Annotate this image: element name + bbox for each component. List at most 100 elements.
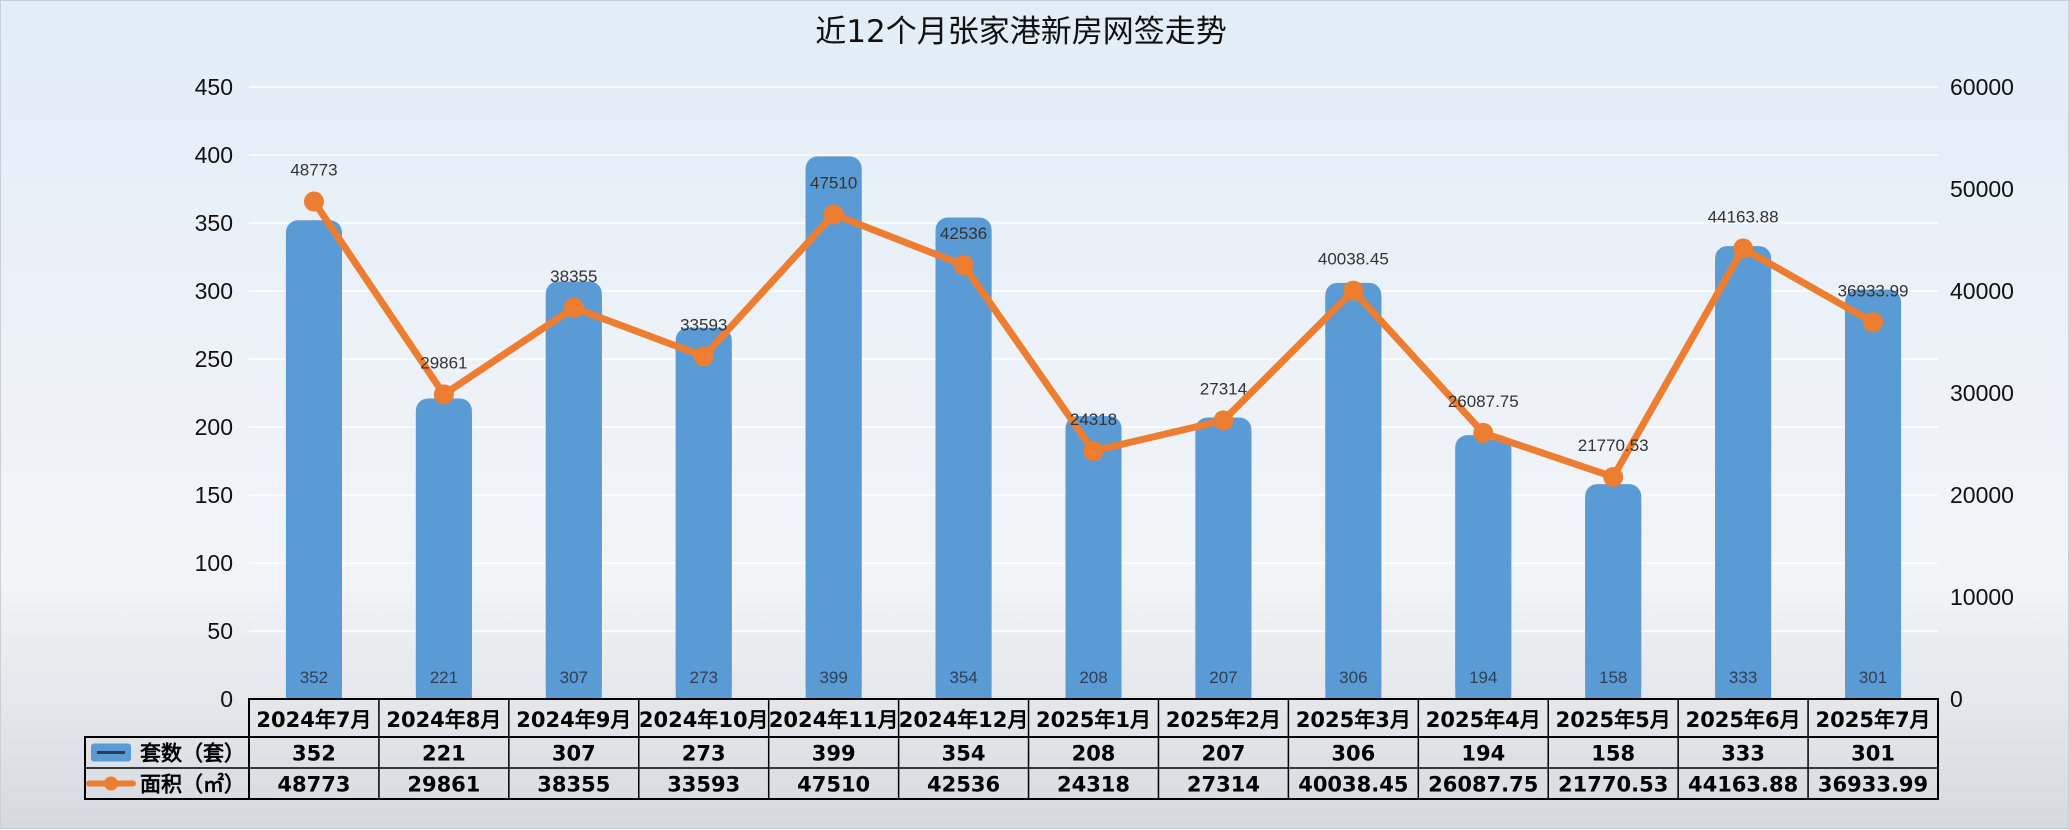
bar-value-label: 354 [949,668,977,687]
left-axis-tick-label: 0 [220,686,233,712]
table-category-header: 2025年4月 [1426,708,1541,732]
table-category-header: 2025年2月 [1166,708,1281,732]
line-point [1473,422,1494,443]
table-category-header: 2024年9月 [516,708,631,732]
bar-value-label: 208 [1079,668,1107,687]
left-axis-tick-label: 450 [195,74,233,100]
line-value-label: 33593 [680,315,727,334]
table-value-cell: 36933.99 [1818,773,1928,797]
right-axis-tick-label: 0 [1950,686,1963,712]
line-value-label: 44163.88 [1708,208,1779,227]
table-value-cell: 333 [1721,742,1765,766]
table-value-cell: 29861 [407,773,480,797]
line-point [303,191,324,212]
line-value-label: 21770.53 [1578,436,1649,455]
bar-base [1845,303,1902,699]
left-axis-tick-label: 350 [195,210,233,236]
table-category-header: 2025年3月 [1296,708,1411,732]
bar-value-label: 194 [1469,668,1497,687]
table-value-cell: 47510 [797,773,870,797]
line-point [433,384,454,405]
table-value-cell: 354 [942,742,986,766]
table-value-cell: 33593 [667,773,740,797]
table-value-cell: 38355 [537,773,610,797]
line-value-label: 24318 [1070,410,1117,429]
legend-series-name: 面积（㎡） [140,773,245,797]
table-category-header: 2024年10月 [639,708,769,732]
bar-value-label: 306 [1339,668,1367,687]
line-point [1343,280,1364,301]
bar-base [805,170,862,700]
left-axis-tick-label: 150 [195,482,233,508]
table-value-cell: 352 [292,742,336,766]
line-point [693,346,714,367]
line-point [823,204,844,225]
table-value-cell: 42536 [927,773,1000,797]
legend-series-name: 套数（套） [140,742,245,766]
table-value-cell: 301 [1851,742,1895,766]
table-value-cell: 26087.75 [1428,773,1538,797]
line-value-label: 42536 [940,224,987,243]
gridlines [249,86,1938,632]
line-point [563,297,584,318]
left-y-axis: 0 50 100 150 200 250 300 350 400 450 [195,74,233,712]
bar-series: 352 221 307 273 399 354 208 207 306 194 158 333 301 [285,156,1902,700]
right-axis-tick-label: 50000 [1950,176,2014,202]
line-point [1863,312,1884,333]
right-axis-tick-label: 60000 [1950,74,2014,100]
table-value-cell: 306 [1331,742,1375,766]
line-value-label: 29861 [420,353,467,372]
left-axis-tick-label: 400 [195,142,233,168]
bar-value-label: 207 [1209,668,1237,687]
right-axis-tick-label: 40000 [1950,278,2014,304]
bar-base [675,341,732,699]
data-table: 2024年7月 2024年8月 2024年9月 2024年10月 2024年11月 202… [84,698,1939,800]
table-category-header: 2024年12月 [899,708,1029,732]
table-category-header: 2025年1月 [1036,708,1151,732]
bar-value-label: 333 [1729,668,1757,687]
table-value-cell: 158 [1591,742,1635,766]
line-series: 48773 29861 38355 33593 47510 42536 24318 27314… [290,161,1908,487]
table-category-header: 2025年5月 [1556,708,1671,732]
legend-line-marker [104,776,118,791]
table-value-cell: 48773 [277,773,350,797]
table-value-cell: 273 [682,742,726,766]
left-axis-tick-label: 250 [195,346,233,372]
table-value-cell: 44163.88 [1688,773,1798,797]
line-value-label: 36933.99 [1838,281,1909,300]
bar-value-label: 301 [1859,668,1887,687]
bar-base [1455,449,1512,699]
table-value-cell: 24318 [1057,773,1130,797]
table-value-cell: 399 [812,742,856,766]
right-axis-tick-label: 30000 [1950,380,2014,406]
table-value-cell: 21770.53 [1558,773,1668,797]
bar-base [285,234,342,699]
line-point [1213,410,1234,431]
table-value-cell: 27314 [1187,773,1260,797]
table-value-cell: 221 [422,742,466,766]
line-value-label: 27314 [1200,379,1247,398]
bar-base [415,412,472,699]
bar-base [1585,498,1642,699]
left-axis-tick-label: 50 [207,618,233,644]
right-y-axis: 0 10000 20000 30000 40000 50000 60000 [1950,74,2014,712]
table-value-cell: 307 [552,742,596,766]
table-category-header: 2025年7月 [1816,708,1931,732]
table-category-header: 2024年7月 [256,708,371,732]
line-point [1733,238,1754,259]
right-axis-tick-label: 20000 [1950,482,2014,508]
right-axis-tick-label: 10000 [1950,584,2014,610]
table-category-header: 2025年6月 [1686,708,1801,732]
line-point [953,255,974,276]
left-axis-tick-label: 300 [195,278,233,304]
line-value-label: 40038.45 [1318,250,1389,269]
line-value-label: 26087.75 [1448,392,1519,411]
bar-value-label: 221 [430,668,458,687]
bar-base [1065,430,1122,699]
bar-base [1715,260,1772,699]
line-point [1083,440,1104,461]
table-value-cell: 40038.45 [1298,773,1408,797]
bar-base [1325,296,1382,699]
